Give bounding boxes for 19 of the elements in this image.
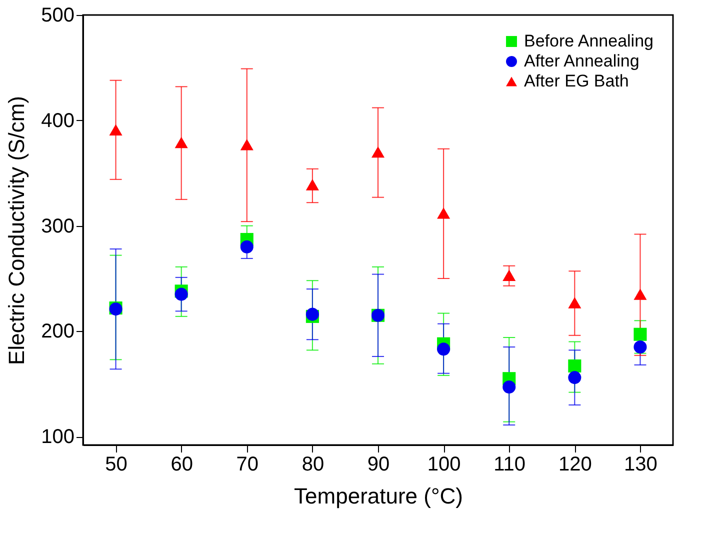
legend-label: After Annealing [524,52,640,70]
legend-label: After EG Bath [524,72,629,90]
y-axis-title: Electric Conductivity (S/cm) [4,96,30,365]
x-tick-label: 130 [624,454,658,476]
x-axis-title: Temperature (°C) [294,484,463,508]
x-tick-label: 100 [427,454,461,476]
x-tick-label: 50 [105,454,128,476]
x-tick-label: 70 [236,454,259,476]
y-tick-label: 200 [41,320,74,343]
legend-label: Before Annealing [524,32,654,50]
y-tick-label: 100 [41,426,74,448]
x-tick-label: 90 [367,454,390,476]
y-tick-label: 500 [41,4,74,26]
x-tick-label: 110 [494,454,526,476]
y-tick-label: 400 [41,110,74,132]
x-tick-label: 120 [558,454,592,476]
x-tick-label: 80 [302,454,324,476]
y-tick-label: 300 [41,215,74,238]
x-tick-label: 60 [170,454,193,476]
